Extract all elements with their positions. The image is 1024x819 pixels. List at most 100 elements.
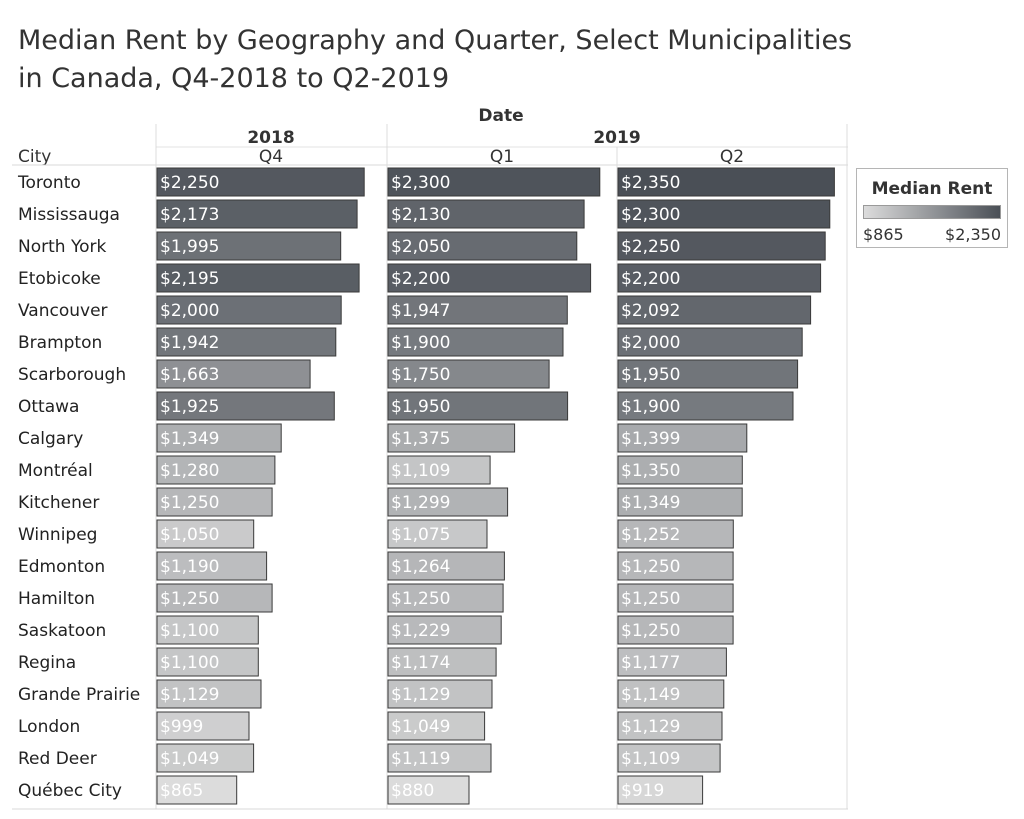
data-label: $2,195 (160, 269, 219, 289)
data-label: $1,250 (160, 493, 219, 513)
row-header: City (18, 147, 51, 167)
city-label: Québec City (18, 781, 122, 801)
quarter-header-q4: Q4 (259, 147, 283, 167)
data-label: $1,399 (621, 429, 680, 449)
bar (617, 167, 835, 197)
city-label: Grande Prairie (18, 685, 140, 705)
bar (617, 615, 734, 645)
legend-max-label: $2,350 (945, 225, 1001, 244)
data-label: $2,000 (160, 301, 219, 321)
city-label: Hamilton (18, 589, 95, 609)
data-label: $1,950 (621, 365, 680, 385)
data-label: $1,250 (391, 589, 450, 609)
bar (617, 231, 826, 261)
bar (387, 455, 491, 485)
bar (156, 711, 250, 741)
data-label: $1,109 (391, 461, 450, 481)
city-label: Winnipeg (18, 525, 97, 545)
bar (617, 263, 822, 293)
data-label: $1,075 (391, 525, 450, 545)
bar (617, 551, 734, 581)
bar (617, 519, 734, 549)
chart-title-line-1: Median Rent by Geography and Quarter, Se… (18, 25, 853, 56)
quarter-header-q2: Q2 (720, 147, 744, 167)
data-label: $1,942 (160, 333, 219, 353)
bar (156, 167, 365, 197)
data-label: $2,350 (621, 173, 680, 193)
bar (156, 487, 273, 517)
data-label: $919 (621, 781, 664, 801)
legend-min-label: $865 (863, 225, 904, 244)
data-label: $1,375 (391, 429, 450, 449)
city-label: Edmonton (18, 557, 105, 577)
data-label: $1,750 (391, 365, 450, 385)
bar (387, 583, 504, 613)
bar (156, 647, 259, 677)
bar (156, 295, 342, 325)
city-label: Regina (18, 653, 76, 673)
data-label: $2,092 (621, 301, 680, 321)
data-label: $1,925 (160, 397, 219, 417)
bar (617, 583, 734, 613)
data-label: $1,100 (160, 653, 219, 673)
city-label: London (18, 717, 80, 737)
bar (617, 487, 743, 517)
data-label: $1,264 (391, 557, 450, 577)
chart-title: Median Rent by Geography and Quarter, Se… (18, 22, 852, 98)
bar (156, 615, 259, 645)
data-label: $1,149 (621, 685, 680, 705)
bar (387, 647, 497, 677)
data-label: $1,109 (621, 749, 680, 769)
city-label: Toronto (17, 173, 81, 193)
data-label: $1,177 (621, 653, 680, 673)
bar (156, 679, 262, 709)
data-label: $1,349 (160, 429, 219, 449)
bar (617, 327, 803, 357)
bar (387, 231, 578, 261)
data-label: $1,995 (160, 237, 219, 257)
city-label: Red Deer (18, 749, 97, 769)
bar (156, 327, 337, 357)
bar (387, 359, 550, 389)
bar (156, 775, 238, 805)
bar (617, 679, 725, 709)
year-header-2019: 2019 (593, 128, 640, 148)
year-header-2018: 2018 (247, 128, 294, 148)
data-label: $1,350 (621, 461, 680, 481)
bar (156, 519, 255, 549)
city-label: Saskatoon (18, 621, 106, 641)
bar (387, 167, 601, 197)
data-label: $1,900 (391, 333, 450, 353)
data-label: $1,229 (391, 621, 450, 641)
data-label: $1,900 (621, 397, 680, 417)
data-label: $1,129 (621, 717, 680, 737)
data-label: $1,049 (391, 717, 450, 737)
city-label: Calgary (18, 429, 83, 449)
data-label: $1,280 (160, 461, 219, 481)
city-label: Etobicoke (18, 269, 101, 289)
data-label: $1,947 (391, 301, 450, 321)
data-label: $1,250 (621, 557, 680, 577)
data-label: $1,250 (621, 621, 680, 641)
city-label: Vancouver (18, 301, 108, 321)
city-label: Montréal (18, 461, 93, 481)
data-label: $2,250 (621, 237, 680, 257)
data-label: $1,250 (621, 589, 680, 609)
city-label: North York (18, 237, 106, 257)
data-label: $2,130 (391, 205, 450, 225)
bar (617, 711, 723, 741)
data-label: $2,300 (391, 173, 450, 193)
bar (617, 295, 812, 325)
city-label: Scarborough (18, 365, 126, 385)
color-legend: Median Rent $865 $2,350 (856, 168, 1008, 248)
bar (387, 199, 585, 229)
bar (387, 487, 509, 517)
bar (156, 231, 342, 261)
legend-title: Median Rent (871, 179, 993, 199)
data-label: $880 (391, 781, 434, 801)
data-label: $2,050 (391, 237, 450, 257)
city-label: Mississauga (18, 205, 120, 225)
bar (387, 711, 486, 741)
bar (387, 551, 505, 581)
data-label: $1,299 (391, 493, 450, 513)
